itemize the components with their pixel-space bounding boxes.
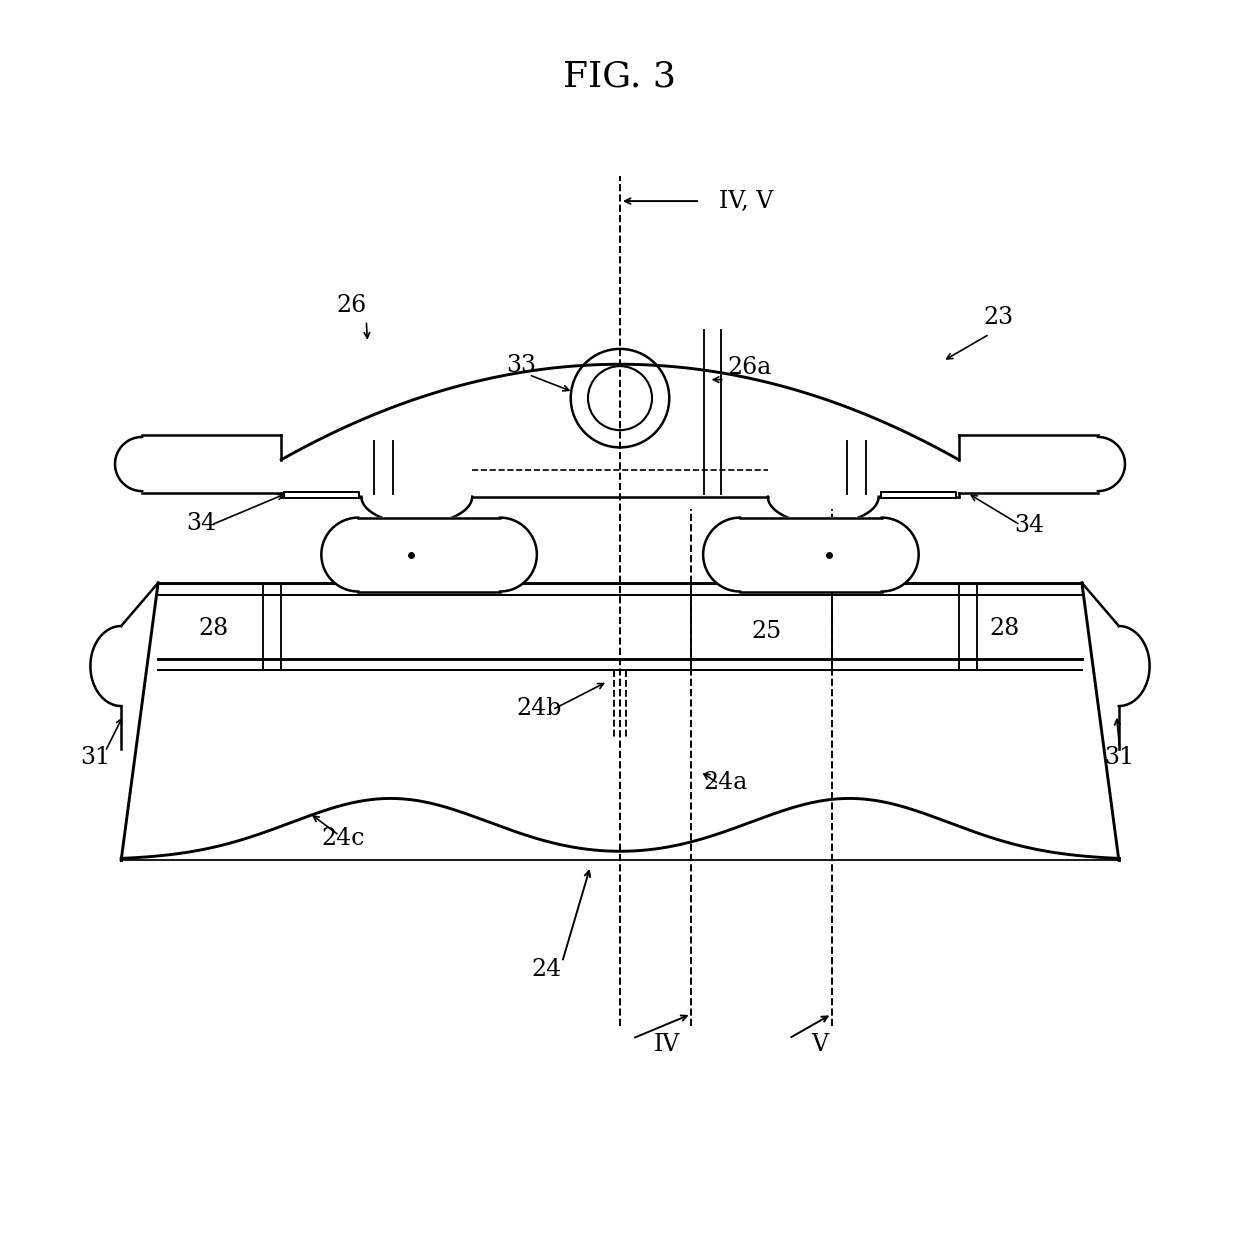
Text: 34: 34 — [186, 512, 217, 535]
Text: 27: 27 — [861, 542, 890, 566]
Text: 33: 33 — [507, 354, 537, 377]
Text: 24a: 24a — [704, 770, 748, 794]
Text: V: V — [811, 1033, 828, 1057]
Text: 26: 26 — [337, 294, 367, 317]
Text: 31: 31 — [1104, 746, 1135, 769]
Text: FIG. 3: FIG. 3 — [563, 59, 677, 94]
Text: IV, V: IV, V — [718, 189, 773, 213]
Text: 28: 28 — [198, 617, 229, 640]
Text: IV: IV — [653, 1033, 680, 1057]
Text: 26a: 26a — [727, 356, 771, 378]
Text: 28: 28 — [990, 617, 1019, 640]
Text: 23: 23 — [983, 307, 1013, 329]
Text: 31: 31 — [81, 746, 110, 769]
Text: 24c: 24c — [322, 828, 366, 850]
Text: 24b: 24b — [517, 696, 562, 720]
Text: 25: 25 — [751, 620, 782, 644]
Polygon shape — [703, 517, 919, 591]
Polygon shape — [284, 492, 358, 498]
Polygon shape — [882, 492, 956, 498]
Polygon shape — [321, 517, 537, 591]
Text: 27: 27 — [463, 542, 492, 566]
Text: 24: 24 — [531, 958, 562, 980]
Text: 34: 34 — [1014, 515, 1044, 537]
